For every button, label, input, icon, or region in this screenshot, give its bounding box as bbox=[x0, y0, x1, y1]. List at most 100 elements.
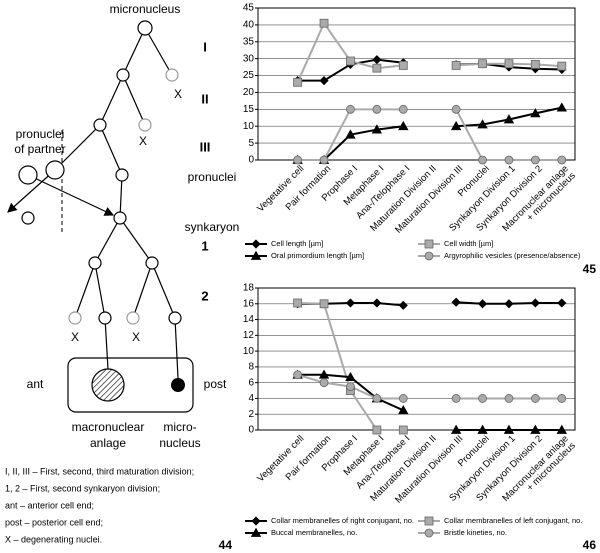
marker bbox=[530, 155, 540, 165]
legend-marker bbox=[250, 527, 262, 537]
marker bbox=[530, 394, 540, 403]
marker bbox=[398, 104, 408, 114]
marker bbox=[478, 59, 487, 69]
diagram-label: post bbox=[204, 377, 227, 391]
diagram-label: of partner bbox=[14, 142, 65, 156]
diagram-label: micro- bbox=[163, 420, 196, 434]
legend-label: Collar membranelles of right conjugant, … bbox=[271, 516, 414, 525]
legend-marker bbox=[251, 239, 261, 249]
marker bbox=[503, 114, 515, 124]
series-line bbox=[297, 373, 562, 431]
series-line bbox=[297, 373, 562, 400]
diagram-label: synkaryon bbox=[185, 220, 240, 234]
marker bbox=[372, 104, 382, 114]
y-tick-label: 0 bbox=[248, 155, 254, 166]
marker bbox=[372, 394, 382, 403]
marker bbox=[557, 394, 567, 403]
y-tick-label: 8 bbox=[248, 362, 254, 373]
division-label: 2 bbox=[201, 288, 208, 303]
y-tick-label: 15 bbox=[243, 104, 255, 115]
marker bbox=[557, 155, 567, 165]
marker bbox=[398, 425, 408, 435]
marker bbox=[398, 404, 409, 415]
y-tick-label: 12 bbox=[243, 330, 255, 341]
y-tick-label: 35 bbox=[243, 36, 255, 47]
marker bbox=[398, 394, 408, 403]
legend-label: Argyrophilic vesicles (presence/absence) bbox=[444, 251, 581, 260]
y-tick-label: 4 bbox=[248, 393, 254, 404]
degenerating-mark: X bbox=[71, 330, 79, 344]
diagram-label: ant bbox=[27, 377, 44, 391]
figure-number: 44 bbox=[219, 538, 233, 552]
series-line bbox=[297, 58, 562, 82]
marker bbox=[504, 299, 514, 309]
stage-label: III bbox=[200, 139, 211, 154]
marker bbox=[530, 298, 540, 308]
note: post – posterior cell end; bbox=[5, 517, 103, 527]
y-tick-label: 6 bbox=[248, 377, 254, 388]
marker bbox=[319, 76, 329, 86]
y-tick-label: 25 bbox=[243, 70, 255, 81]
y-tick-label: 5 bbox=[248, 138, 254, 149]
marker bbox=[345, 129, 356, 139]
diagram-label: pronuclei bbox=[16, 127, 65, 141]
legend-marker bbox=[424, 516, 434, 526]
diagram-label: micronucleus bbox=[110, 2, 181, 16]
marker bbox=[346, 104, 355, 114]
marker bbox=[557, 61, 567, 71]
marker bbox=[530, 424, 541, 434]
note: 1, 2 – First, second synkaryon division; bbox=[5, 483, 160, 493]
marker bbox=[372, 298, 382, 308]
legend-marker bbox=[250, 250, 262, 260]
marker bbox=[346, 382, 355, 392]
diagram-label: anlage bbox=[90, 436, 126, 450]
legend-label: Buccal membranelles, no. bbox=[271, 528, 357, 537]
marker bbox=[530, 108, 541, 118]
legend-label: Bristle kineties, no. bbox=[444, 528, 507, 537]
marker bbox=[371, 124, 383, 134]
note: X – degenerating nuclei. bbox=[5, 534, 102, 544]
figure-number: 45 bbox=[583, 262, 597, 276]
marker bbox=[477, 119, 488, 129]
stage-label: I bbox=[203, 39, 207, 54]
plot-frame bbox=[257, 287, 576, 431]
marker bbox=[293, 370, 303, 380]
legend-marker bbox=[251, 516, 261, 526]
marker bbox=[503, 424, 515, 434]
marker bbox=[372, 63, 382, 73]
marker bbox=[504, 155, 514, 165]
diagram-label: pronuclei bbox=[188, 170, 237, 184]
degenerating-mark: X bbox=[132, 330, 140, 344]
marker bbox=[504, 59, 514, 69]
y-tick-label: 16 bbox=[243, 298, 255, 309]
figure-number: 46 bbox=[583, 538, 597, 552]
division-label: 1 bbox=[201, 238, 208, 253]
y-tick-label: 45 bbox=[243, 3, 255, 14]
plot-frame bbox=[257, 7, 576, 161]
marker bbox=[451, 297, 461, 307]
marker bbox=[556, 424, 567, 434]
marker bbox=[477, 299, 488, 309]
marker bbox=[398, 300, 408, 310]
marker bbox=[372, 425, 382, 435]
marker bbox=[450, 424, 462, 434]
marker bbox=[372, 55, 382, 65]
y-tick-label: 0 bbox=[248, 425, 254, 436]
marker bbox=[478, 155, 487, 165]
series-line bbox=[297, 301, 404, 431]
marker bbox=[345, 298, 356, 308]
legend-label: Cell length [µm] bbox=[271, 239, 323, 248]
marker bbox=[398, 61, 408, 70]
diagram-label: nucleus bbox=[159, 436, 200, 450]
marker bbox=[530, 60, 540, 69]
y-tick-label: 10 bbox=[243, 346, 255, 357]
marker bbox=[398, 120, 409, 131]
y-tick-label: 20 bbox=[243, 87, 255, 98]
marker bbox=[451, 104, 461, 114]
y-tick-label: 40 bbox=[243, 20, 255, 31]
marker bbox=[451, 394, 461, 403]
marker bbox=[319, 155, 329, 165]
diagram: micronucleus I II III X X X X pronuclei … bbox=[5, 2, 239, 552]
